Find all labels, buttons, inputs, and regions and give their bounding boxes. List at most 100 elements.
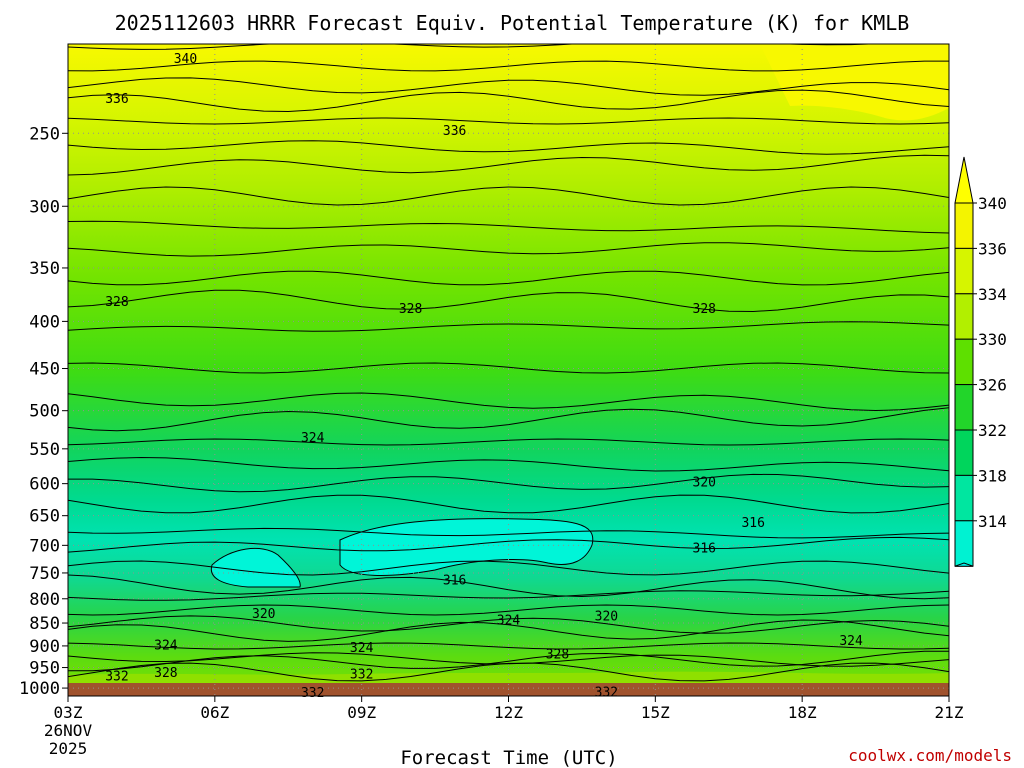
y-tick-label: 1000 [19,679,60,699]
contour-label: 320 [595,609,618,624]
y-tick-label: 700 [29,536,60,556]
contour-label: 336 [105,92,128,107]
colorbar-label: 322 [978,421,1007,440]
colorbar-swatch [954,474,974,522]
colorbar-extend-bottom [954,562,974,567]
contour-label: 332 [350,667,373,682]
contour-line [68,650,949,672]
contour-label: 316 [693,542,716,557]
contour-label: 320 [693,476,716,491]
x-axis: 03Z 06Z 09Z 12Z 15Z 18Z 21Z [54,696,964,722]
y-tick-label: 450 [29,360,60,380]
y-tick-label: 650 [29,507,60,527]
contour-line [68,642,949,650]
x-tick-label: 15Z [641,703,670,722]
contour-line [68,438,949,446]
contour-label: 332 [595,685,618,700]
contour-line [68,154,949,176]
contour-label: 328 [399,302,422,317]
colorbar-swatch [954,384,974,431]
contour-line [68,89,949,113]
y-tick-label: 750 [29,564,60,584]
y-tick-label: 600 [29,475,60,495]
contour-line [68,140,949,155]
contour-line [68,560,949,576]
contour-label: 328 [105,295,128,310]
y-tick-label: 550 [29,440,60,460]
contour-line [68,60,949,72]
contour-line [68,186,949,206]
y-tick-label: 400 [29,312,60,332]
y-tick-label: 950 [29,659,60,679]
contour-line [68,392,949,412]
x-tick-label: 18Z [788,703,817,722]
y-tick-label: 300 [29,197,60,217]
y-tick-label: 500 [29,402,60,422]
contour-line [68,574,949,600]
y-tick-label: 800 [29,590,60,610]
contour-label: 320 [252,607,275,622]
colorbar-swatch [954,429,974,476]
contour-label: 324 [301,431,325,446]
contour-line [68,494,949,514]
colorbar-swatch [954,338,974,386]
contour-line [68,456,949,472]
chart-title: 2025112603 HRRR Forecast Equiv. Potentia… [115,11,910,35]
contour-line [68,242,949,257]
contour-lines [68,44,949,682]
y-tick-label: 250 [29,124,60,144]
contour-line [68,536,949,553]
x-axis-label: Forecast Time (UTC) [400,747,617,768]
colorbar-swatch [954,202,974,249]
contour-label: 316 [443,573,466,588]
contour-label: 324 [839,634,863,649]
colorbar-swatch [954,293,974,340]
contour-label: 328 [546,647,569,662]
x-tick-label: 12Z [494,703,523,722]
contour-label: 316 [741,516,764,531]
x-tick-label: 09Z [347,703,376,722]
contour-line [68,473,949,493]
contour-label: 324 [350,641,374,656]
contour-line [68,615,949,634]
contour-line [68,619,949,642]
contour-line [68,604,949,616]
y-axis: 250 300 350 400 450 500 550 600 650 700 750 800 850 9… [19,124,68,699]
x-date-line1: 26NOV [44,721,93,740]
plot-area: 340 336 336 328 328 328 324 320 316 316 316 320 320 3… [67,43,950,701]
contour-label: 324 [154,639,178,654]
contour-labels: 340 336 336 328 328 328 324 320 316 316 316 320 320 3… [105,52,863,701]
contour-line [68,220,949,234]
contour-line [68,289,949,313]
y-tick-label: 350 [29,259,60,279]
colorbar-label: 318 [978,466,1007,485]
gridlines [68,44,949,696]
low-theta-core-left [210,547,301,588]
colorbar-label: 336 [978,239,1007,258]
x-tick-label: 06Z [200,703,229,722]
contour-line [68,590,949,601]
colorbar-swatch [954,520,974,567]
contour-line [68,527,949,539]
contour-line [68,117,949,125]
surface-band [68,671,949,683]
colorbar-label: 314 [978,512,1007,531]
contour-label: 328 [154,666,177,681]
contour-label: 328 [693,302,716,317]
x-tick-label: 03Z [54,703,83,722]
colorbar: 340 336 334 330 326 322 318 314 [954,156,1007,567]
contour-line [68,321,949,332]
contour-line [68,362,949,374]
colorbar-label: 334 [978,285,1007,304]
y-tick-label: 850 [29,614,60,634]
colorbar-swatch [954,247,974,295]
contour-line [68,270,949,286]
contour-line [68,662,949,682]
contour-label: 340 [174,52,197,67]
colorbar-extend-top [954,156,974,204]
credit-link[interactable]: coolwx.com/models [848,746,1012,765]
contour-label: 336 [443,124,466,139]
x-date-line2: 2025 [49,739,88,758]
contour-line [68,77,949,96]
